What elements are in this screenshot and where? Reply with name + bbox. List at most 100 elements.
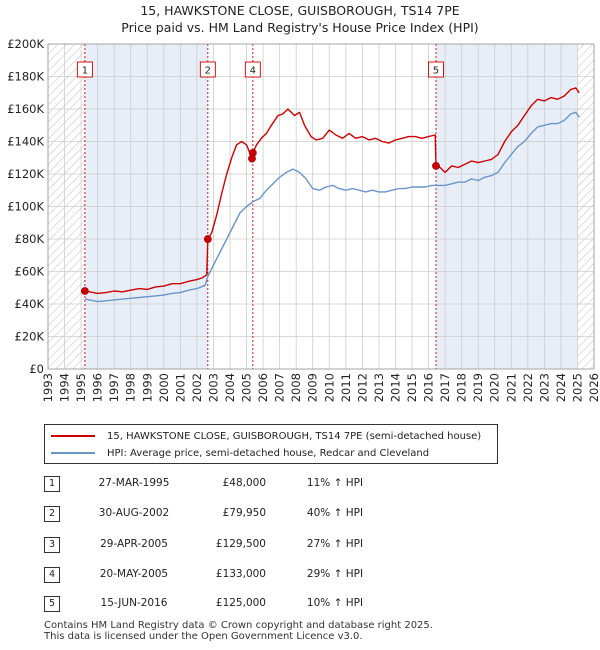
legend-item-property: 15, HAWKSTONE CLOSE, GUISBOROUGH, TS14 7… <box>51 428 481 444</box>
x-tick-label: 2014 <box>388 373 402 402</box>
y-tick-label: £0 <box>29 362 44 376</box>
y-tick-label: £140K <box>7 135 44 149</box>
x-tick-label: 1997 <box>107 373 121 402</box>
x-tick-label: 2009 <box>306 373 320 402</box>
marker-label-frame <box>76 61 93 78</box>
table-row: 5 15-JUN-2016 £125,000 10% ↑ HPI <box>0 596 600 614</box>
row-price: £79,950 <box>222 507 266 519</box>
y-tick-label: £180K <box>7 70 44 84</box>
marker-label-frame <box>428 61 444 78</box>
x-tick-label: 2026 <box>587 373 600 402</box>
x-tick-label: 2011 <box>339 373 353 402</box>
x-tick-label: 1998 <box>124 373 138 402</box>
legend-swatch-hpi <box>51 452 95 454</box>
transaction-point <box>203 235 212 243</box>
marker-label-box: 2 <box>199 61 216 78</box>
chart-subtitle: Price paid vs. HM Land Registry's House … <box>121 20 479 35</box>
row-hpi-change: 11% ↑ HPI <box>306 477 364 489</box>
table-row: 1 27-MAR-1995 £48,000 11% ↑ HPI <box>0 476 600 494</box>
marker-label-box: 1 <box>76 61 93 78</box>
x-tick-label: 2006 <box>256 373 270 402</box>
row-price: £129,500 <box>215 538 266 550</box>
x-tick-label: 2022 <box>521 373 535 402</box>
x-tick-label: 2004 <box>223 373 237 402</box>
marker-label-text: 5 <box>433 66 439 77</box>
property-price-line <box>84 87 580 295</box>
row-hpi-change: 40% ↑ HPI <box>306 507 364 519</box>
y-tick-label: £60K <box>15 265 45 279</box>
x-tick-label: 2013 <box>372 373 386 402</box>
marker-label-frame <box>244 61 261 78</box>
x-tick-label: 2016 <box>422 373 436 402</box>
row-price: £133,000 <box>215 568 266 580</box>
y-tick-label: £40K <box>15 297 45 311</box>
x-tick-label: 2000 <box>157 373 171 402</box>
x-tick-label: 2021 <box>504 373 518 402</box>
chart-title: 15, HAWKSTONE CLOSE, GUISBOROUGH, TS14 7… <box>140 3 460 18</box>
y-tick-label: £120K <box>7 167 44 181</box>
x-tick-label: 2023 <box>537 373 551 402</box>
footer-copyright: Contains HM Land Registry data © Crown c… <box>44 620 433 631</box>
x-tick-label: 2018 <box>455 373 469 402</box>
marker-label-frame <box>199 61 216 78</box>
row-hpi-change: 10% ↑ HPI <box>306 597 364 609</box>
row-price: £48,000 <box>222 477 266 489</box>
x-tick-label: 1994 <box>58 373 72 402</box>
x-tick-label: 2015 <box>405 373 419 402</box>
y-tick-label: £100K <box>7 200 44 214</box>
x-tick-label: 2005 <box>240 373 254 402</box>
x-tick-label: 2020 <box>488 373 502 402</box>
x-tick-label: 2012 <box>355 373 369 402</box>
x-tick-label: 2010 <box>322 373 336 402</box>
marker-label-text: 4 <box>250 66 256 77</box>
transaction-point <box>248 154 256 163</box>
transaction-point <box>432 161 440 170</box>
legend-item-hpi: HPI: Average price, semi-detached house,… <box>51 445 429 461</box>
row-number-badge: 5 <box>44 596 60 612</box>
y-tick-label: £160K <box>7 102 44 116</box>
marker-label-text: 1 <box>82 66 88 77</box>
table-row: 3 29-APR-2005 £129,500 27% ↑ HPI <box>0 537 600 555</box>
row-price: £125,000 <box>215 597 266 609</box>
row-date: 15-JUN-2016 <box>100 597 168 609</box>
plot-frame <box>47 43 595 370</box>
transaction-point <box>80 287 89 295</box>
marker-label-box: 5 <box>428 61 444 78</box>
footer-license: This data is licensed under the Open Gov… <box>44 631 363 642</box>
hpi-line <box>84 111 580 303</box>
x-tick-label: 2025 <box>570 373 584 402</box>
legend-label-property: 15, HAWKSTONE CLOSE, GUISBOROUGH, TS14 7… <box>107 430 482 442</box>
x-tick-label: 1999 <box>140 373 154 402</box>
marker-label-box: 4 <box>244 61 261 78</box>
row-hpi-change: 27% ↑ HPI <box>306 538 364 550</box>
x-tick-label: 2019 <box>471 373 485 402</box>
x-tick-label: 1996 <box>91 373 105 402</box>
x-tick-label: 2007 <box>273 373 287 402</box>
x-tick-label: 2003 <box>206 373 220 402</box>
row-number-badge: 2 <box>44 506 60 522</box>
row-date: 20-MAY-2005 <box>99 568 169 580</box>
y-tick-label: £20K <box>15 330 45 344</box>
row-date: 29-APR-2005 <box>100 538 168 550</box>
legend-label-hpi: HPI: Average price, semi-detached house,… <box>107 447 430 459</box>
row-number-badge: 3 <box>44 537 60 553</box>
y-tick-label: £200K <box>7 37 44 51</box>
row-date: 30-AUG-2002 <box>98 507 170 519</box>
row-date: 27-MAR-1995 <box>98 477 170 489</box>
x-tick-label: 1993 <box>41 373 55 402</box>
x-tick-label: 1995 <box>74 373 88 402</box>
row-number-badge: 4 <box>44 567 60 583</box>
marker-label-text: 2 <box>205 66 211 77</box>
x-tick-label: 2001 <box>173 373 187 402</box>
chart-legend: 15, HAWKSTONE CLOSE, GUISBOROUGH, TS14 7… <box>44 424 498 464</box>
y-tick-label: £80K <box>15 232 45 246</box>
x-tick-label: 2017 <box>438 373 452 402</box>
x-tick-label: 2024 <box>554 373 568 402</box>
table-row: 4 20-MAY-2005 £133,000 29% ↑ HPI <box>0 567 600 585</box>
table-row: 2 30-AUG-2002 £79,950 40% ↑ HPI <box>0 506 600 524</box>
footer: Contains HM Land Registry data © Crown c… <box>44 620 433 642</box>
x-tick-label: 2002 <box>190 373 204 402</box>
x-tick-label: 2008 <box>289 373 303 402</box>
price-chart: 1 2 4 5 £0 £20K £40K £60K £80K £100K £120K £140K £16… <box>7 37 600 402</box>
row-number-badge: 1 <box>44 476 60 492</box>
